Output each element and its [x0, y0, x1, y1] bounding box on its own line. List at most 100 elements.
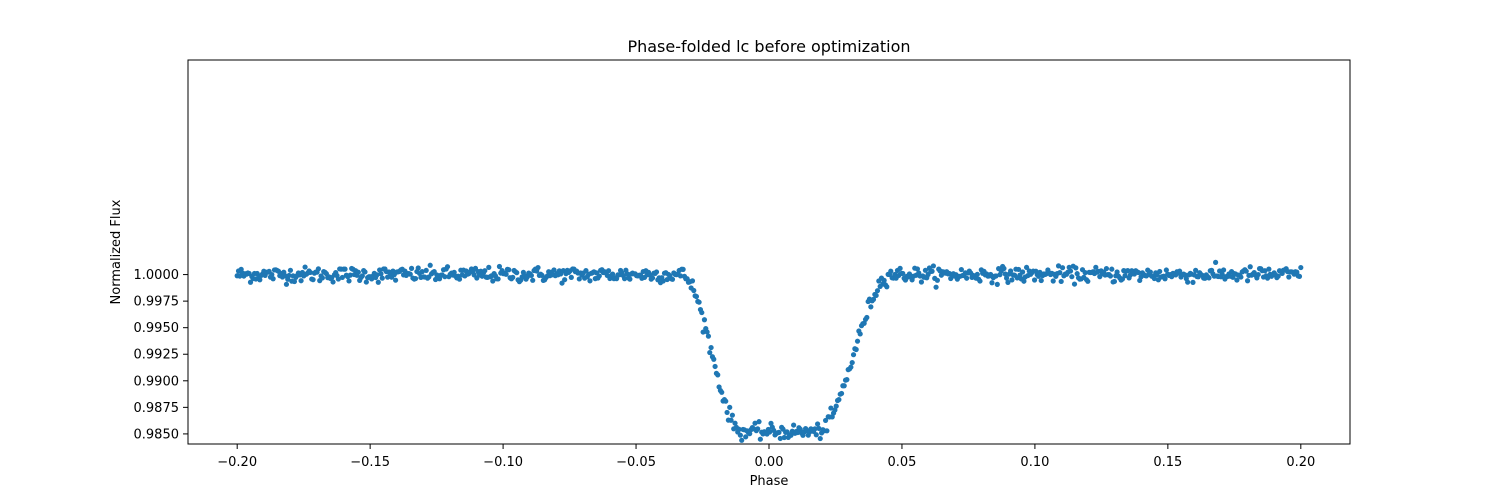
data-point: [1221, 267, 1227, 273]
data-point: [283, 281, 290, 287]
data-point: [1111, 278, 1118, 285]
data-point: [727, 404, 733, 410]
data-point: [335, 276, 341, 282]
data-point: [379, 275, 385, 281]
data-point: [583, 267, 589, 274]
data-point: [791, 422, 797, 428]
data-point: [812, 426, 818, 432]
data-point: [1002, 271, 1008, 277]
y-axis-label: Normalized Flux: [109, 199, 124, 304]
x-tick-label: −0.10: [483, 455, 523, 470]
data-point: [282, 273, 288, 279]
data-point: [729, 412, 735, 418]
data-point: [653, 269, 660, 275]
data-point: [1109, 266, 1115, 272]
data-point: [817, 435, 823, 442]
data-point: [307, 269, 314, 276]
data-point: [711, 356, 717, 362]
data-point: [822, 417, 829, 424]
scatter-points: [234, 259, 1304, 443]
data-point: [1023, 264, 1030, 271]
data-point: [1266, 266, 1272, 272]
data-point: [270, 276, 276, 282]
data-point: [693, 293, 700, 300]
data-point: [423, 267, 429, 274]
data-point: [964, 275, 970, 281]
data-point: [1275, 273, 1281, 279]
data-point: [346, 278, 352, 284]
data-point: [1213, 259, 1219, 265]
data-point: [1193, 267, 1199, 273]
data-point: [696, 299, 702, 305]
data-point: [1296, 273, 1303, 279]
data-point: [1069, 274, 1075, 280]
chart-title: Phase-folded lc before optimization: [627, 37, 910, 56]
data-point: [456, 276, 463, 282]
data-point: [374, 272, 380, 278]
data-point: [514, 270, 520, 276]
data-point: [1238, 274, 1244, 280]
data-point: [587, 278, 593, 284]
data-point: [342, 266, 348, 272]
x-tick-label: −0.05: [616, 455, 656, 470]
data-point: [870, 296, 877, 302]
data-point: [363, 279, 369, 285]
x-axis: −0.20 −0.15 −0.10 −0.05 0.00 0.05 0.10 0.15 0.20: [217, 444, 1315, 470]
data-point: [739, 437, 745, 443]
data-point: [1103, 265, 1110, 272]
data-point: [1031, 277, 1038, 283]
data-point: [1264, 275, 1271, 281]
data-point: [993, 273, 999, 279]
data-point: [816, 425, 822, 432]
data-point: [707, 349, 713, 356]
data-point: [510, 274, 516, 280]
data-point: [1016, 266, 1022, 273]
plot-frame: [187, 59, 1351, 445]
data-point: [298, 278, 304, 284]
data-point: [621, 276, 628, 282]
data-point: [1001, 265, 1007, 272]
data-point: [680, 266, 686, 272]
data-point: [1005, 279, 1011, 286]
data-point: [705, 333, 712, 339]
data-point: [864, 314, 870, 321]
data-point: [715, 372, 721, 378]
data-point: [1298, 264, 1304, 271]
data-point: [850, 352, 857, 358]
data-point: [777, 435, 783, 442]
data-point: [874, 288, 881, 294]
y-tick-label: 0.9950: [134, 321, 180, 336]
data-point: [1038, 277, 1044, 284]
data-point: [1147, 269, 1153, 275]
data-point: [393, 277, 399, 283]
data-point: [853, 346, 859, 353]
data-point: [660, 278, 666, 284]
data-point: [1059, 265, 1066, 271]
data-point: [315, 266, 321, 272]
data-point: [701, 317, 708, 323]
data-point: [1125, 268, 1131, 274]
data-point: [1093, 264, 1099, 270]
data-point: [408, 265, 415, 271]
data-point: [247, 279, 254, 285]
data-point: [649, 275, 656, 281]
data-point: [824, 428, 830, 434]
data-point: [1071, 281, 1078, 287]
data-point: [419, 269, 425, 275]
data-point: [712, 363, 718, 370]
data-point: [442, 274, 448, 280]
data-point: [310, 277, 316, 283]
data-point: [444, 264, 451, 270]
data-point: [627, 276, 633, 282]
data-point: [1122, 273, 1128, 279]
data-point: [490, 278, 496, 284]
data-point: [933, 284, 939, 290]
data-point: [752, 420, 758, 426]
data-point: [291, 278, 298, 285]
data-point: [1004, 275, 1010, 281]
data-point: [854, 338, 861, 344]
x-tick-label: 0.00: [755, 455, 784, 470]
data-point: [841, 383, 847, 389]
data-point: [330, 279, 336, 285]
data-point: [1082, 270, 1088, 276]
